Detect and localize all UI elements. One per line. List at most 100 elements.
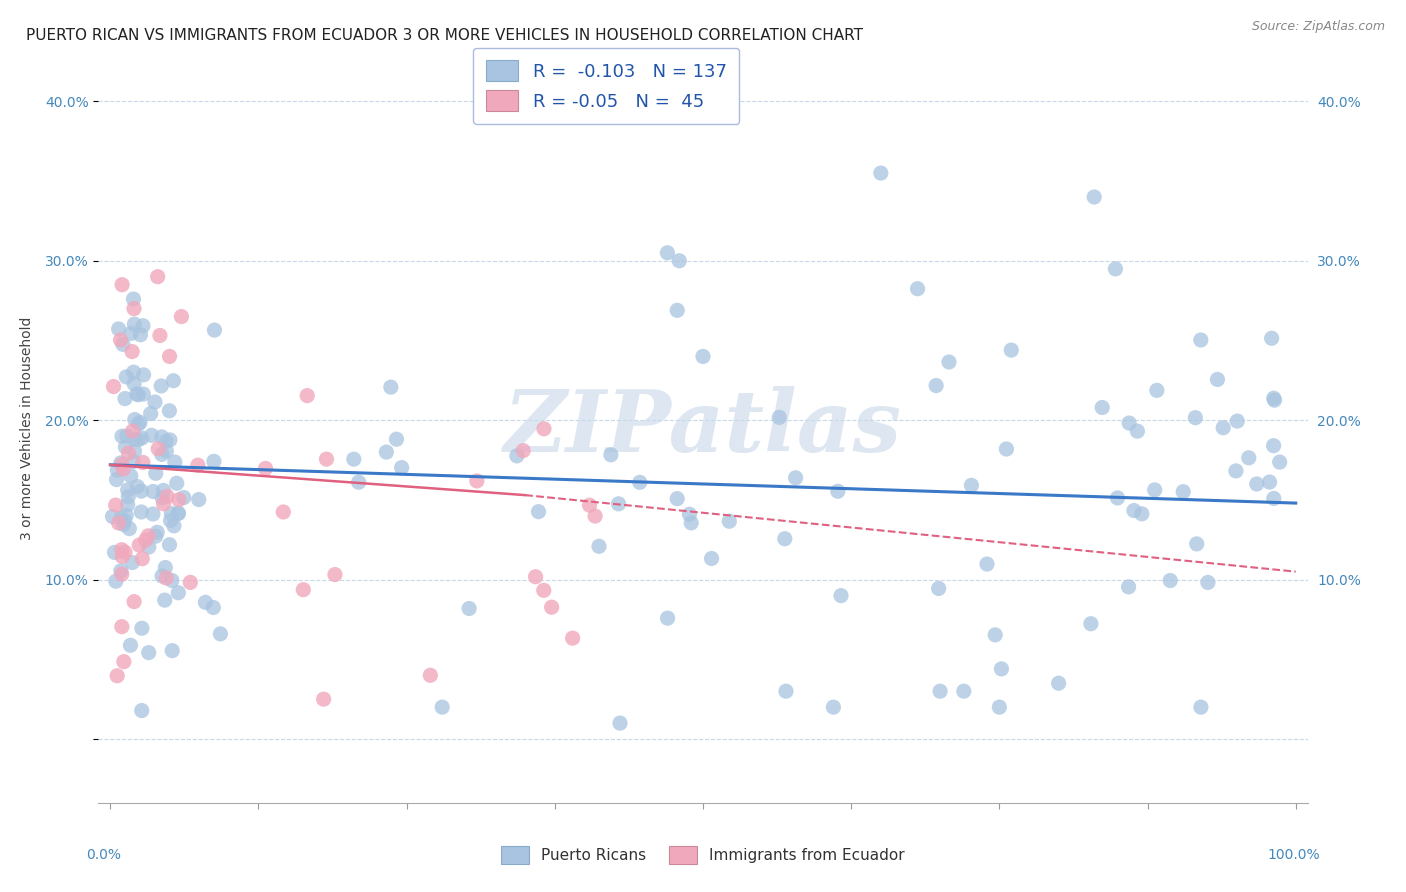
Point bbox=[131, 621, 153, 635]
Point bbox=[1000, 343, 1022, 358]
Point bbox=[512, 443, 534, 458]
Point bbox=[160, 574, 183, 588]
Point bbox=[561, 631, 583, 645]
Point bbox=[122, 594, 145, 608]
Point bbox=[114, 440, 136, 454]
Point bbox=[1159, 574, 1181, 588]
Point bbox=[202, 454, 225, 468]
Point bbox=[1047, 676, 1070, 690]
Point bbox=[588, 539, 610, 553]
Point bbox=[1107, 491, 1129, 505]
Point bbox=[1263, 391, 1285, 405]
Point bbox=[323, 567, 346, 582]
Point bbox=[101, 509, 124, 524]
Point bbox=[122, 365, 145, 379]
Point bbox=[122, 454, 145, 468]
Point bbox=[142, 484, 165, 499]
Point bbox=[830, 589, 852, 603]
Point bbox=[118, 522, 141, 536]
Point bbox=[155, 560, 177, 574]
Point bbox=[347, 475, 370, 490]
Point bbox=[131, 551, 153, 566]
Point bbox=[990, 662, 1012, 676]
Point bbox=[1263, 491, 1285, 506]
Point bbox=[194, 595, 217, 609]
Point bbox=[929, 684, 952, 698]
Point bbox=[681, 516, 703, 530]
Point bbox=[1268, 455, 1291, 469]
Point bbox=[827, 484, 849, 499]
Point bbox=[609, 716, 631, 731]
Point bbox=[167, 507, 190, 521]
Point bbox=[167, 586, 190, 600]
Text: Source: ZipAtlas.com: Source: ZipAtlas.com bbox=[1251, 20, 1385, 33]
Point bbox=[1104, 261, 1126, 276]
Point bbox=[159, 433, 181, 447]
Point bbox=[132, 318, 155, 333]
Point bbox=[155, 571, 177, 585]
Point bbox=[125, 387, 148, 401]
Point bbox=[1123, 503, 1146, 517]
Point bbox=[938, 355, 960, 369]
Point bbox=[131, 431, 153, 445]
Point bbox=[1225, 464, 1247, 478]
Point bbox=[107, 322, 129, 336]
Point bbox=[124, 412, 146, 426]
Point bbox=[204, 323, 226, 337]
Point bbox=[1189, 700, 1212, 714]
Point bbox=[152, 497, 174, 511]
Point bbox=[628, 475, 651, 490]
Point bbox=[527, 505, 550, 519]
Point bbox=[952, 684, 974, 698]
Point bbox=[312, 692, 335, 706]
Point bbox=[692, 350, 714, 364]
Point bbox=[120, 469, 142, 483]
Point bbox=[163, 455, 186, 469]
Point bbox=[343, 452, 366, 467]
Point bbox=[540, 600, 562, 615]
Point bbox=[124, 444, 146, 458]
Point bbox=[1246, 477, 1268, 491]
Point bbox=[141, 428, 163, 442]
Point bbox=[114, 514, 136, 528]
Point bbox=[1126, 424, 1149, 438]
Point bbox=[773, 532, 796, 546]
Point bbox=[1263, 439, 1285, 453]
Point bbox=[117, 490, 139, 504]
Point bbox=[124, 432, 146, 446]
Point bbox=[115, 429, 138, 443]
Y-axis label: 3 or more Vehicles in Household: 3 or more Vehicles in Household bbox=[20, 317, 34, 540]
Point bbox=[115, 370, 138, 384]
Point bbox=[988, 700, 1011, 714]
Point bbox=[117, 446, 139, 460]
Point bbox=[1212, 421, 1234, 435]
Point bbox=[380, 380, 402, 394]
Point bbox=[139, 407, 162, 421]
Point bbox=[785, 471, 807, 485]
Point bbox=[1226, 414, 1249, 428]
Point bbox=[117, 483, 139, 497]
Point bbox=[110, 456, 132, 470]
Point bbox=[160, 507, 183, 521]
Point bbox=[127, 433, 149, 447]
Point bbox=[111, 567, 134, 582]
Point bbox=[1258, 475, 1281, 489]
Point bbox=[202, 600, 225, 615]
Point bbox=[533, 583, 555, 598]
Point bbox=[170, 310, 193, 324]
Point bbox=[1091, 401, 1114, 415]
Point bbox=[960, 478, 983, 492]
Point bbox=[127, 388, 149, 402]
Point bbox=[132, 368, 155, 382]
Point bbox=[150, 430, 173, 444]
Point bbox=[107, 516, 129, 530]
Point bbox=[110, 564, 132, 578]
Point bbox=[129, 416, 152, 430]
Point bbox=[122, 301, 145, 316]
Point bbox=[578, 498, 600, 512]
Point bbox=[104, 574, 127, 589]
Text: ZIPatlas: ZIPatlas bbox=[503, 386, 903, 470]
Text: 0.0%: 0.0% bbox=[86, 847, 121, 862]
Point bbox=[976, 557, 998, 571]
Point bbox=[315, 452, 337, 467]
